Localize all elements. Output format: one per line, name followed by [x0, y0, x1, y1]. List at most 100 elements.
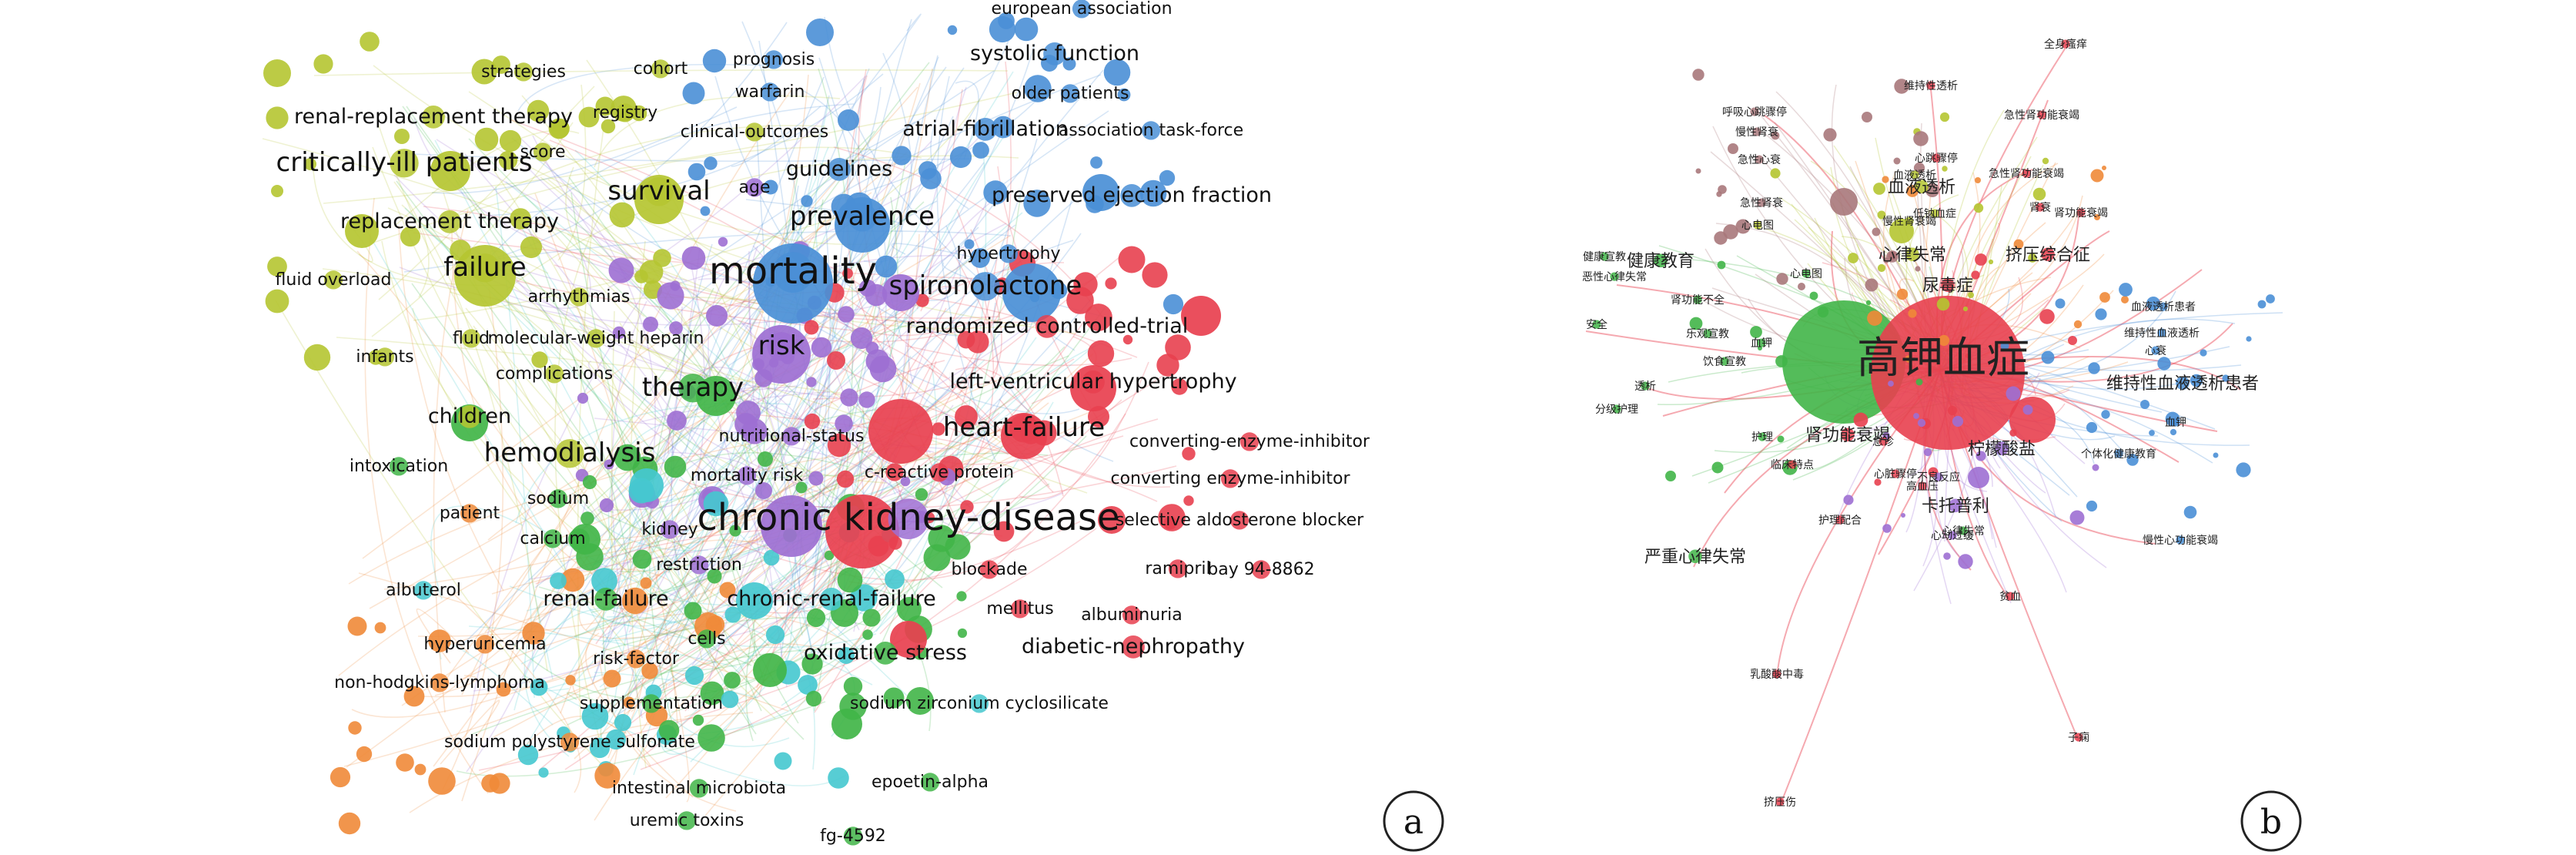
- network-node: [577, 392, 589, 404]
- network-node: [840, 388, 858, 407]
- label-node: [999, 244, 1019, 263]
- edge-line: [474, 103, 855, 274]
- edge-line: [901, 323, 1027, 407]
- network-node: [496, 682, 511, 697]
- edge-line: [788, 233, 1082, 542]
- network-node: [1717, 260, 1726, 270]
- label-node: [470, 253, 500, 283]
- node-label: mortality: [709, 250, 877, 293]
- edge-line: [992, 302, 1114, 462]
- network-node: [2190, 374, 2203, 387]
- label-node: [1592, 320, 1601, 329]
- network-node: [1085, 303, 1112, 331]
- network-node: [1735, 219, 1751, 234]
- node-label: 子痫: [2068, 731, 2089, 744]
- node-label: albuminuria: [1081, 605, 1183, 625]
- network-node: [1105, 277, 1117, 290]
- node-label: 慢性心功能衰竭: [2143, 534, 2218, 547]
- node-label: cells: [687, 629, 725, 649]
- network-node: [2092, 464, 2099, 471]
- network-node: [2099, 292, 2110, 303]
- label-node: [1755, 155, 1764, 164]
- label-node: [2151, 346, 2160, 355]
- network-node: [1103, 59, 1131, 86]
- network-node: [2039, 309, 2055, 324]
- node-label: molecular-weight heparin: [488, 329, 704, 348]
- network-node: [885, 463, 904, 481]
- network-node: [1968, 292, 1974, 298]
- edge-line: [564, 208, 907, 605]
- network-node: [1913, 413, 1919, 419]
- node-label: fluid overload: [276, 270, 392, 290]
- node-label: 急性肾功能衰竭: [1989, 167, 2064, 180]
- node-label: kidney: [641, 520, 698, 539]
- network-node: [601, 119, 616, 134]
- node-label: hemodialysis: [484, 438, 656, 468]
- network-node: [1183, 495, 1194, 506]
- network-node: [667, 411, 687, 431]
- network-node: [838, 647, 855, 664]
- edge-line: [633, 592, 701, 776]
- label-node: [1891, 469, 1900, 478]
- edge-line: [468, 625, 738, 668]
- panel-b-letter: b: [2260, 803, 2282, 842]
- network-node: [347, 616, 367, 636]
- edge-line: [819, 121, 916, 166]
- network-node: [2073, 320, 2083, 329]
- label-node: [626, 649, 646, 669]
- network-node: [266, 106, 289, 129]
- label-node: [1072, 0, 1092, 18]
- network-node: [517, 744, 539, 766]
- network-node: [1873, 183, 1885, 195]
- label-node: [1841, 428, 1855, 442]
- edge-line: [461, 152, 908, 696]
- network-node: [862, 609, 881, 627]
- node-label: replacement therapy: [340, 210, 559, 233]
- label-node: [543, 529, 563, 548]
- network-node: [1893, 157, 1901, 165]
- network-node: [394, 129, 410, 144]
- network-node: [1925, 183, 1939, 197]
- edge-line: [786, 445, 904, 501]
- network-node: [2257, 300, 2267, 309]
- network-node: [923, 544, 951, 572]
- label-node: [974, 118, 997, 141]
- edge-line: [433, 209, 469, 713]
- node-label: renal-failure: [543, 587, 668, 611]
- network-node: [1689, 317, 1703, 330]
- node-label: 高血压: [1906, 480, 1939, 493]
- network-node: [1692, 69, 1705, 81]
- node-label: 全身瘙痒: [2044, 38, 2087, 51]
- edge-line: [607, 75, 866, 289]
- edge-line: [486, 73, 884, 216]
- edge-line: [708, 70, 995, 261]
- label-node: [1703, 329, 1712, 338]
- network-node: [581, 702, 609, 730]
- network-node: [1023, 189, 1051, 217]
- label-node: [1612, 404, 1621, 414]
- node-label: 分级护理: [1595, 404, 1638, 416]
- network-node: [1965, 353, 1971, 359]
- network-node: [1865, 300, 1872, 306]
- network-node: [858, 279, 877, 297]
- network-node: [1913, 162, 1925, 174]
- edge-line: [902, 86, 967, 413]
- node-label: 乳酸酸中毒: [1750, 669, 1804, 681]
- network-node: [682, 82, 705, 105]
- node-label: 高钾血症: [1857, 334, 2029, 384]
- network-node-large: [753, 653, 787, 687]
- edge-line: [568, 538, 792, 684]
- edge-line: [612, 542, 775, 625]
- network-node: [758, 451, 773, 467]
- network-node: [1775, 355, 1788, 367]
- network-node: [530, 678, 548, 696]
- node-label: restriction: [656, 555, 742, 575]
- network-node: [1117, 88, 1131, 102]
- network-node: [520, 236, 543, 259]
- node-label: 维持性血液透析患者: [2106, 374, 2259, 394]
- node-label: fluid: [453, 329, 490, 348]
- network-node: [1182, 447, 1196, 461]
- label-node: [1035, 315, 1059, 338]
- network-node: [2032, 187, 2046, 201]
